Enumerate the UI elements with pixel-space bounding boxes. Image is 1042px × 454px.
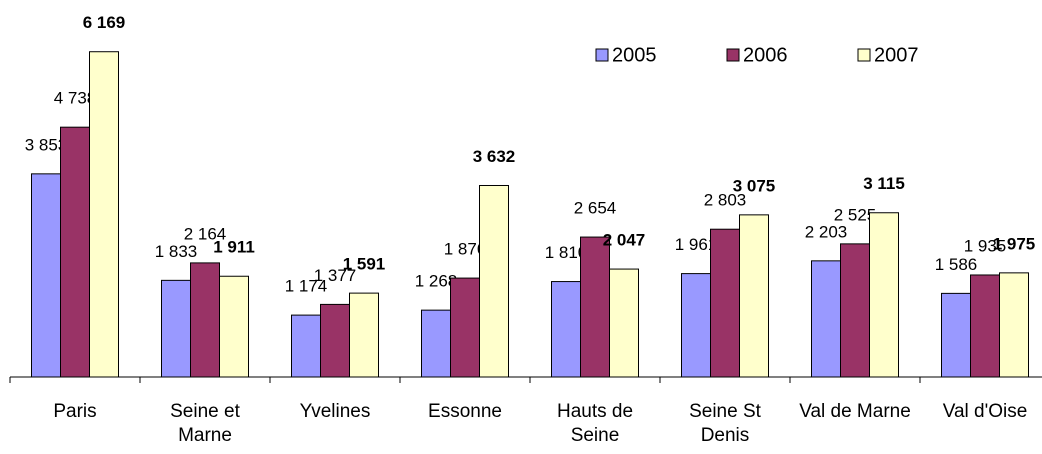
x-tick-label: Val de Marne xyxy=(799,401,911,422)
bar xyxy=(219,275,249,378)
bar xyxy=(551,281,581,378)
bar xyxy=(421,309,451,378)
bar xyxy=(479,184,509,378)
value-label: 2 803 xyxy=(704,191,747,210)
value-label: 3 075 xyxy=(733,176,776,195)
value-label: 3 632 xyxy=(473,147,516,166)
legend-label: 2007 xyxy=(874,44,919,66)
value-label: 6 169 xyxy=(83,13,126,32)
bar xyxy=(970,274,1000,378)
bar xyxy=(60,126,90,378)
value-label: 2 164 xyxy=(184,224,227,243)
value-label: 2 525 xyxy=(834,205,877,224)
x-tick-label: Essonne xyxy=(428,401,502,422)
value-label: 1 174 xyxy=(285,277,328,296)
bar xyxy=(161,279,191,378)
x-tick-label: Val d'Oise xyxy=(942,401,1028,422)
x-tick-label: Seine St Denis xyxy=(689,401,761,446)
x-tick-label: Seine et Marne xyxy=(170,401,240,446)
value-label: 4 738 xyxy=(54,89,97,108)
bar xyxy=(190,262,220,378)
value-label: 1 268 xyxy=(415,272,458,291)
value-label: 1 833 xyxy=(155,242,198,261)
bar xyxy=(811,260,841,378)
bar xyxy=(609,268,639,378)
bar xyxy=(31,173,61,378)
x-tick-label: Paris xyxy=(53,401,97,422)
bar xyxy=(450,277,480,378)
value-label: 1 975 xyxy=(993,234,1036,253)
value-label: 1 810 xyxy=(545,243,588,262)
bar xyxy=(320,303,350,378)
value-label: 1 911 xyxy=(213,238,255,257)
value-label: 1 935 xyxy=(964,236,1007,255)
value-label: 1 377 xyxy=(314,266,357,285)
legend-swatch xyxy=(595,48,609,62)
value-label: 2 654 xyxy=(574,199,617,218)
bar xyxy=(739,214,769,378)
bar xyxy=(999,272,1029,378)
legend-swatch xyxy=(726,48,740,62)
bar xyxy=(89,51,119,378)
value-label: 3 115 xyxy=(863,174,905,193)
value-label: 1 586 xyxy=(935,255,978,274)
bar xyxy=(681,273,711,378)
value-label: 3 853 xyxy=(25,135,68,154)
value-label: 1 591 xyxy=(343,255,386,274)
x-tick-label: Hauts de Seine xyxy=(556,401,634,446)
value-label: 1 961 xyxy=(675,235,718,254)
bar xyxy=(840,243,870,378)
value-label: 2 047 xyxy=(603,231,646,250)
bar xyxy=(580,236,610,378)
value-label: 1 876 xyxy=(444,240,487,259)
legend-label: 2006 xyxy=(743,44,788,66)
x-tick-label: Yvelines xyxy=(299,401,371,422)
bar xyxy=(869,212,899,378)
legend-label: 2005 xyxy=(612,44,657,66)
bar xyxy=(710,228,740,378)
bar xyxy=(941,292,971,378)
legend-swatch xyxy=(857,48,871,62)
bar xyxy=(291,314,321,378)
bar xyxy=(349,292,379,378)
value-label: 2 203 xyxy=(805,222,848,241)
